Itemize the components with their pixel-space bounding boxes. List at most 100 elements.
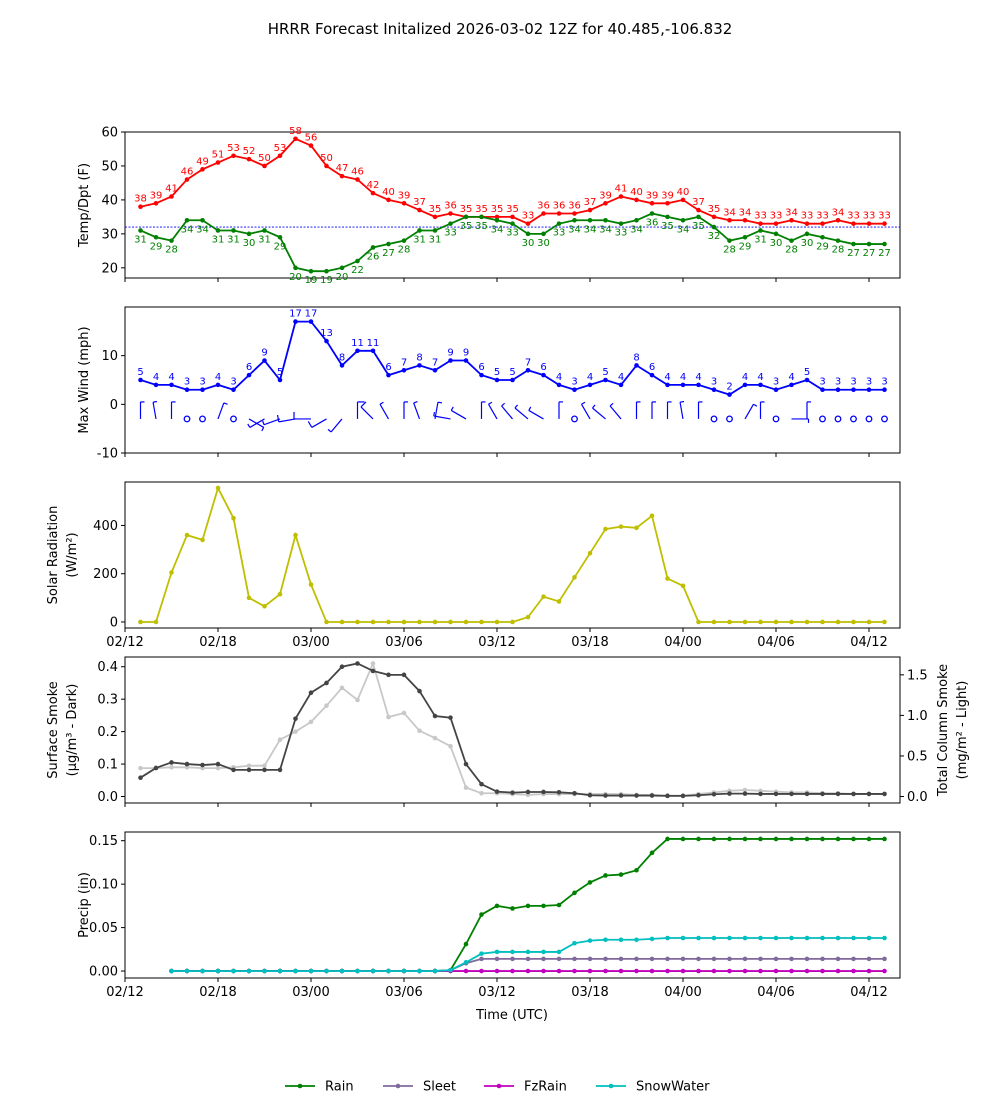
data-label: 29 xyxy=(274,241,287,252)
data-point xyxy=(882,956,887,962)
figure-title: HRRR Forecast Initalized 2026-03-02 12Z … xyxy=(268,20,733,38)
data-point xyxy=(587,207,593,213)
data-label: 37 xyxy=(413,197,426,208)
data-point xyxy=(479,968,484,974)
data-label: 33 xyxy=(770,211,783,222)
data-point xyxy=(556,789,562,795)
data-point xyxy=(882,935,887,941)
data-point xyxy=(835,217,841,223)
data-point xyxy=(680,793,686,799)
x-tick-label: 02/18 xyxy=(199,985,236,1000)
data-point xyxy=(293,136,298,142)
wind-barb xyxy=(217,402,228,420)
data-label: 35 xyxy=(429,204,442,215)
data-point xyxy=(262,767,267,773)
data-label: 40 xyxy=(382,187,395,198)
data-point xyxy=(572,890,577,896)
data-point xyxy=(727,791,732,796)
y-tick-label: 10 xyxy=(101,349,118,364)
data-point xyxy=(510,214,515,220)
data-label: 30 xyxy=(243,238,256,249)
x-tick-label: 03/12 xyxy=(478,635,515,650)
data-point xyxy=(541,903,546,909)
data-label: 3 xyxy=(773,377,779,388)
wind-barb xyxy=(501,402,513,420)
data-point xyxy=(742,935,748,941)
data-point xyxy=(773,968,779,974)
data-point xyxy=(231,387,236,393)
data-point xyxy=(866,935,872,941)
data-point xyxy=(587,792,593,798)
data-point xyxy=(339,173,345,179)
data-point xyxy=(665,201,670,206)
data-point xyxy=(246,763,252,768)
data-label: 4 xyxy=(742,372,748,383)
data-point xyxy=(649,211,655,216)
data-label: 3 xyxy=(230,377,236,388)
data-point xyxy=(262,358,267,363)
data-point xyxy=(711,387,717,393)
data-label: 31 xyxy=(413,234,426,245)
data-point xyxy=(169,238,174,243)
data-point xyxy=(649,793,655,798)
data-point xyxy=(494,903,500,909)
y-tick-label: 200 xyxy=(93,567,118,582)
data-point xyxy=(820,619,825,625)
data-label: 4 xyxy=(680,372,686,383)
data-point xyxy=(463,785,469,790)
data-point xyxy=(541,372,546,378)
data-point xyxy=(370,968,376,974)
data-point xyxy=(572,940,577,946)
data-point xyxy=(649,936,655,942)
data-label: 7 xyxy=(401,357,407,368)
data-point xyxy=(758,619,763,625)
data-point xyxy=(339,363,345,368)
data-label: 3 xyxy=(881,377,887,388)
data-point xyxy=(742,619,748,625)
data-point xyxy=(835,956,841,962)
data-point xyxy=(804,377,810,383)
data-point xyxy=(882,968,887,974)
data-point xyxy=(804,956,810,962)
data-point xyxy=(742,382,748,388)
data-point xyxy=(355,258,360,264)
plot-frame xyxy=(124,831,901,979)
data-label: 40 xyxy=(677,187,690,198)
data-point xyxy=(665,214,670,220)
data-point xyxy=(339,619,345,625)
data-point xyxy=(835,935,841,941)
data-point xyxy=(618,872,624,877)
data-point xyxy=(370,619,376,625)
data-point xyxy=(339,968,345,974)
data-point xyxy=(758,935,763,941)
data-point xyxy=(789,968,794,974)
data-label: 30 xyxy=(801,238,814,249)
data-point xyxy=(804,968,810,974)
wind-barb-staff xyxy=(379,403,390,420)
y-axis-label: Solar Radiation xyxy=(46,506,61,605)
data-point xyxy=(541,949,546,955)
data-point xyxy=(479,214,484,220)
data-point xyxy=(649,956,655,962)
y-tick-label: 0 xyxy=(110,615,118,630)
wind-barb xyxy=(580,401,591,420)
data-point xyxy=(215,765,221,771)
data-point xyxy=(680,935,686,941)
legend-swatch-marker xyxy=(496,1083,502,1089)
data-point xyxy=(634,217,639,223)
data-point xyxy=(246,231,252,237)
x-tick-label: 03/00 xyxy=(292,985,329,1000)
data-point xyxy=(277,591,283,597)
data-point xyxy=(324,619,329,625)
x-tick-label: 04/12 xyxy=(850,635,887,650)
data-point xyxy=(277,968,283,974)
data-label: 35 xyxy=(661,221,674,232)
data-label: 30 xyxy=(770,238,783,249)
data-point xyxy=(711,619,717,625)
data-label: 3 xyxy=(850,377,856,388)
legend-label: FzRain xyxy=(524,1080,567,1095)
legend-label: SnowWater xyxy=(636,1080,710,1095)
wind-barb xyxy=(487,401,498,420)
data-point xyxy=(432,968,438,974)
data-point xyxy=(727,836,732,842)
